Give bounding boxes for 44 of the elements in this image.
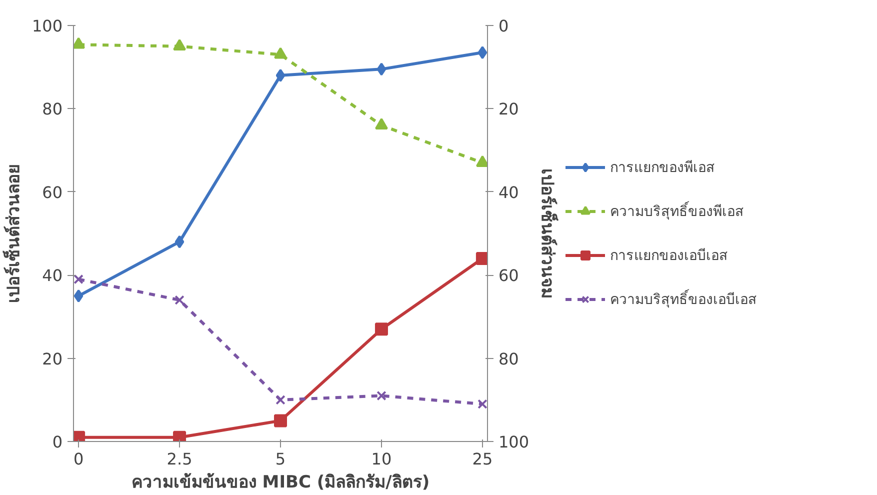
legend-label: ความบริสุทธิ์ของเอบีเอส [610,288,757,310]
x-tick-label: 25 [472,450,493,468]
y2-tick-label: 40 [498,182,519,202]
point [173,430,186,442]
y2-tick-label: 60 [498,266,519,286]
x-tick-label: 2.5 [166,450,192,468]
x-axis-title: ความเข้มข้นของ MIBC (มิลลิกรัม/ลิตร) [131,472,430,492]
y-tick-label: 0 [52,432,63,452]
y2-tick-label: 100 [498,432,530,452]
point [274,414,287,428]
point [374,118,388,130]
point [276,395,286,405]
point [274,47,287,59]
y-axis-title: เปอร์เซ็นต์ส่วนลอย [0,164,24,303]
y-tick-label: 40 [42,266,62,286]
point [173,38,186,50]
x-tick-label: 10 [371,450,392,468]
point [476,155,488,167]
point [74,37,86,49]
point [174,235,184,248]
point [74,289,84,302]
y2-tick-label: 80 [498,349,519,368]
legend-label: ความบริสุทธิ์ของพีเอส [610,200,744,222]
point [478,46,488,60]
y-tick-label: 100 [32,16,63,36]
y-tick-label: 80 [42,100,62,119]
y2-axis-title: เปอร์เซ็นต์ส่วนจม [537,168,560,298]
y-tick-label: 60 [42,182,62,202]
point [74,274,84,284]
x-tick-label: 0 [73,450,84,468]
y-tick-label: 20 [42,349,62,368]
y2-tick-label: 0 [498,16,509,36]
point [476,252,488,265]
y2-tick-label: 20 [498,100,519,119]
point [74,430,86,442]
legend-label: การแยกของพีเอส [610,159,715,178]
point [376,390,386,401]
point [276,68,286,82]
x-tick-label: 5 [275,450,286,468]
legend-label: การแยกของเอบีเอส [610,247,728,266]
point [478,399,488,409]
point [174,295,184,305]
point [374,322,388,336]
point [376,62,386,76]
